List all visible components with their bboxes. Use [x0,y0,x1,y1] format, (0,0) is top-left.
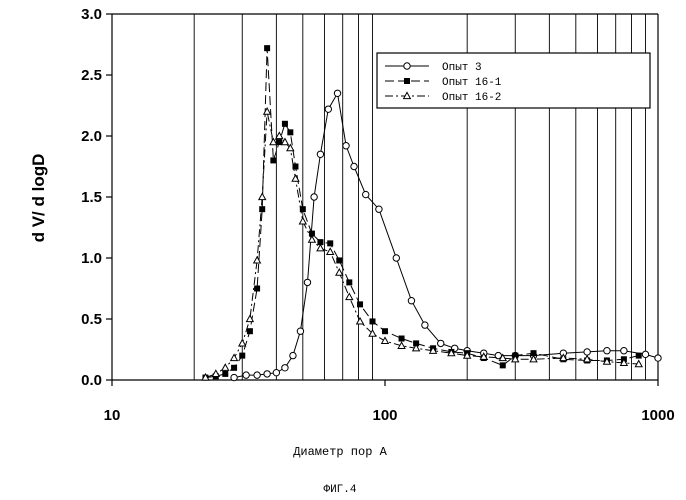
x-tick-label: 100 [372,407,397,424]
data-point [327,248,334,254]
x-tick-label: 10 [104,407,121,424]
x-axis-label: Диаметр пор А [293,445,387,459]
data-point [254,372,260,378]
data-point [299,218,306,224]
data-point [247,328,253,334]
data-point [317,151,323,157]
data-point [393,255,399,261]
data-point [270,157,276,163]
data-point [382,337,389,343]
data-point [222,371,228,377]
data-point [363,191,369,197]
data-point [438,340,444,346]
x-tick-label: 1000 [641,407,674,424]
data-point [311,194,317,200]
data-point [422,322,428,328]
data-point [231,354,238,360]
data-point [317,245,324,251]
data-point [343,143,349,149]
y-tick-label: 1.0 [81,250,102,267]
data-point [282,365,288,371]
y-tick-label: 1.5 [81,189,102,206]
data-point [346,293,353,299]
data-point [357,318,364,324]
data-point [408,298,414,304]
data-point [264,371,270,377]
y-tick-label: 3.0 [81,6,102,23]
data-point [231,374,237,380]
data-point [239,340,246,346]
data-point [231,365,237,371]
y-tick-label: 2.5 [81,67,102,84]
data-point [351,163,357,169]
y-tick-label: 0.5 [81,311,102,328]
data-point [370,318,376,324]
series-line [234,93,658,377]
legend-label: Опыт 16-1 [442,77,502,89]
legend-label: Опыт 16-2 [442,92,501,104]
data-point [621,348,627,354]
data-point [642,351,648,357]
data-point [287,129,293,135]
data-point [357,301,363,307]
data-point [239,353,245,359]
figure-caption: ФИГ.4 [323,484,356,496]
data-point [282,139,289,145]
data-point [264,45,270,51]
legend-marker [404,63,410,69]
data-point [304,279,310,285]
data-point [327,240,333,246]
legend: Опыт 3 Опыт 16-1 Опыт 16-2 [377,53,650,108]
legend-label: Опыт 3 [442,62,482,74]
data-point [346,279,352,285]
data-point [636,353,642,359]
data-point [254,286,260,292]
data-point [259,206,265,212]
legend-marker [404,78,410,84]
data-point [500,362,506,368]
data-point [297,328,303,334]
data-point [222,364,229,370]
data-point [336,269,343,275]
data-point [309,236,316,242]
y-tick-label: 2.0 [81,128,102,145]
data-point [282,121,288,127]
series-line [206,112,639,378]
data-point [655,355,661,361]
data-point [604,348,610,354]
data-point [325,106,331,112]
data-point [259,193,266,199]
data-point [273,369,279,375]
series-1 [231,90,661,381]
data-point [243,372,249,378]
data-point [584,349,590,355]
data-point [334,90,340,96]
data-point [336,257,342,263]
data-point [376,206,382,212]
data-point [290,352,296,358]
y-tick-label: 0.0 [81,372,102,389]
y-axis-label: d V/ d logD [29,154,48,243]
data-point [399,336,405,342]
data-point [382,328,388,334]
